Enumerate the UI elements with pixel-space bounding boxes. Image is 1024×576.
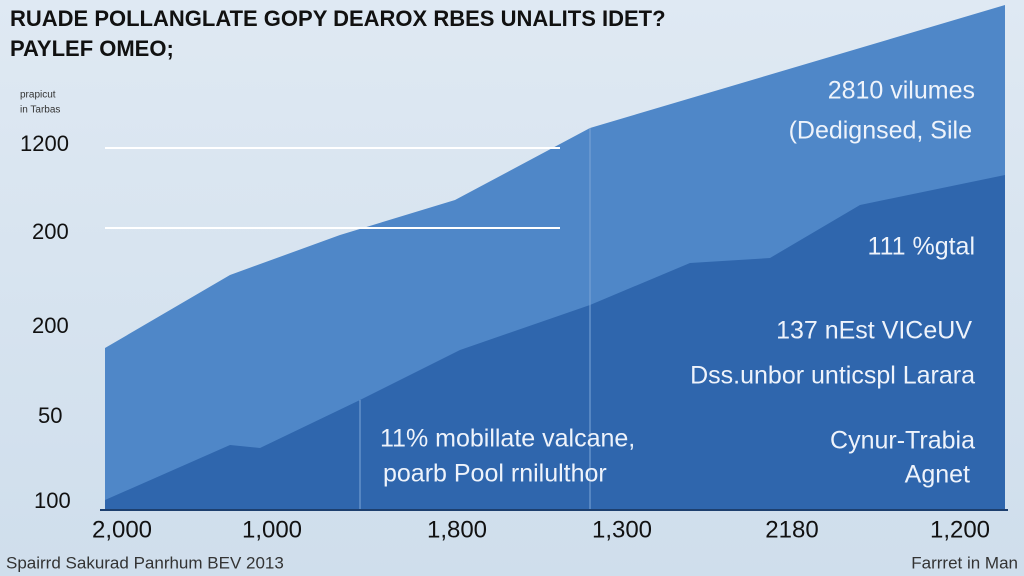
annotation: 2810 vilumes — [828, 77, 975, 105]
y-label: 50 — [38, 403, 62, 428]
x-label: 2,000 — [92, 516, 152, 543]
annotation: 111 %gtal — [868, 233, 975, 261]
y-label: 200 — [32, 219, 69, 244]
annotation: Cynur-Trabia — [830, 427, 975, 455]
axis-label: in Tarbas — [20, 105, 60, 116]
title: RUADE POLLANGLATE GOPY DEAROX RBES UNALI… — [10, 6, 666, 31]
annotation: (Dedignsed, Sile — [789, 117, 972, 145]
title: PAYLEF OMEO; — [10, 36, 174, 61]
axis-label: prapicut — [20, 90, 56, 101]
annotation: Dss.unbor unticspl Larara — [690, 362, 975, 390]
x-label: 1,300 — [592, 516, 652, 543]
footer-source: Spairrd Sakurad Panrhum BEV 2013 — [6, 553, 284, 572]
y-label: 100 — [34, 488, 71, 513]
x-label: 1,200 — [930, 516, 990, 543]
x-label: 1,000 — [242, 516, 302, 543]
footer-note: Farrret in Man — [911, 553, 1018, 572]
annotation: 11% mobillate valcane, — [380, 425, 635, 453]
x-label: 1,800 — [427, 516, 487, 543]
annotation: poarb Pool rnilulthor — [383, 460, 607, 488]
y-label: 1200 — [20, 131, 69, 156]
annotation: Agnet — [905, 461, 970, 489]
annotation: 137 nEst VICeUV — [776, 317, 972, 345]
y-label: 200 — [32, 313, 69, 338]
x-label: 2180 — [765, 516, 818, 543]
front-area — [105, 175, 1005, 510]
